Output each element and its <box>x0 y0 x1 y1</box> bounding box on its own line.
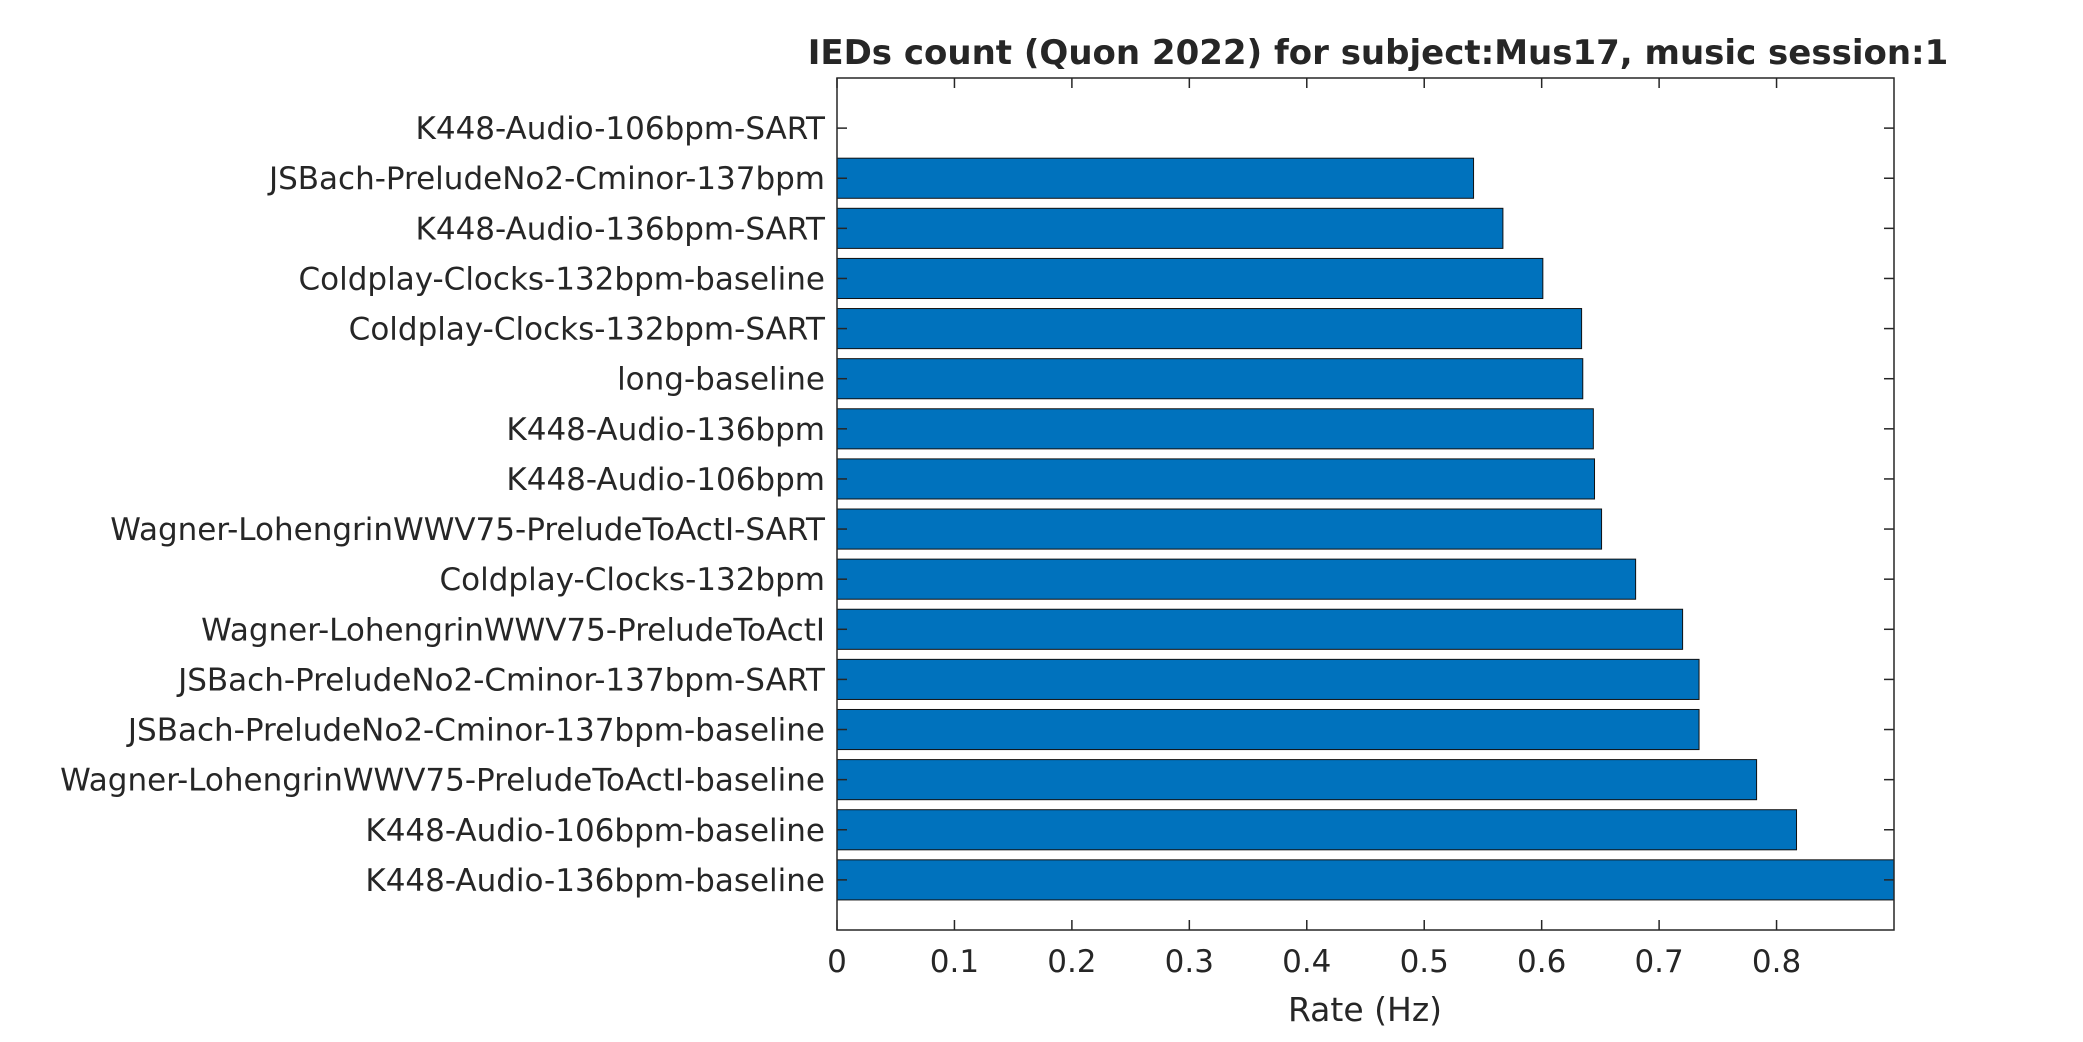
bar-11 <box>836 608 1684 650</box>
ticks-group <box>836 78 1894 930</box>
bar-4 <box>836 257 1544 300</box>
x-tick-label-6: 0.5 <box>1400 944 1449 980</box>
category-label-6: long-baseline <box>617 362 825 398</box>
category-label-15: K448-Audio-106bpm-baseline <box>365 813 825 849</box>
x-tick-label-5: 0.4 <box>1282 944 1331 980</box>
bar-16 <box>836 859 1895 901</box>
bar-6 <box>836 358 1584 400</box>
category-label-13: JSBach-PreludeNo2-Cminor-137bpm-baseline <box>126 713 825 749</box>
plot-frame <box>836 77 1895 931</box>
bar-14 <box>836 759 1758 801</box>
bar-15 <box>836 809 1798 851</box>
category-label-16: K448-Audio-136bpm-baseline <box>365 863 825 899</box>
x-tick-label-3: 0.2 <box>1047 944 1096 980</box>
bar-13 <box>836 708 1700 751</box>
x-axis-label: Rate (Hz) <box>1288 990 1442 1029</box>
category-label-1: K448-Audio-106bpm-SART <box>416 111 827 147</box>
chart-title: IEDs count (Quon 2022) for subject:Mus17… <box>808 33 1949 73</box>
category-label-12: JSBach-PreludeNo2-Cminor-137bpm-SART <box>176 662 826 698</box>
bar-7 <box>836 408 1594 450</box>
x-tick-label-7: 0.6 <box>1517 944 1566 980</box>
x-tick-label-2: 0.1 <box>930 944 979 980</box>
x-tick-label-4: 0.3 <box>1165 944 1214 980</box>
bars-group <box>836 157 1895 901</box>
category-labels: K448-Audio-106bpm-SART JSBach-PreludeNo2-… <box>60 111 826 899</box>
category-label-5: Coldplay-Clocks-132bpm-SART <box>349 312 826 348</box>
bar-8 <box>836 458 1596 500</box>
x-tick-label-9: 0.8 <box>1752 944 1801 980</box>
bar-2 <box>836 157 1475 199</box>
x-tick-label-1: 0 <box>827 944 847 980</box>
category-label-14: Wagner-LohengrinWWV75-PreludeToActI-base… <box>60 763 825 799</box>
category-label-7: K448-Audio-136bpm <box>506 412 825 448</box>
plot-area <box>837 78 1894 930</box>
category-label-11: Wagner-LohengrinWWV75-PreludeToActI <box>201 612 825 648</box>
category-label-4: Coldplay-Clocks-132bpm-baseline <box>299 261 826 297</box>
x-tick-labels: 0 0.1 0.2 0.3 0.4 0.5 0.6 0.7 0.8 <box>827 944 1801 980</box>
category-label-3: K448-Audio-136bpm-SART <box>416 211 827 247</box>
category-label-8: K448-Audio-106bpm <box>506 462 825 498</box>
category-label-10: Coldplay-Clocks-132bpm <box>440 562 825 598</box>
bar-5 <box>836 308 1583 350</box>
bar-12 <box>836 658 1700 700</box>
category-label-9: Wagner-LohengrinWWV75-PreludeToActI-SART <box>110 512 826 548</box>
bar-10 <box>836 558 1637 600</box>
bar-9 <box>836 508 1603 550</box>
bar-3 <box>836 207 1504 249</box>
x-tick-label-8: 0.7 <box>1634 944 1683 980</box>
category-label-2: JSBach-PreludeNo2-Cminor-137bpm <box>267 161 825 197</box>
